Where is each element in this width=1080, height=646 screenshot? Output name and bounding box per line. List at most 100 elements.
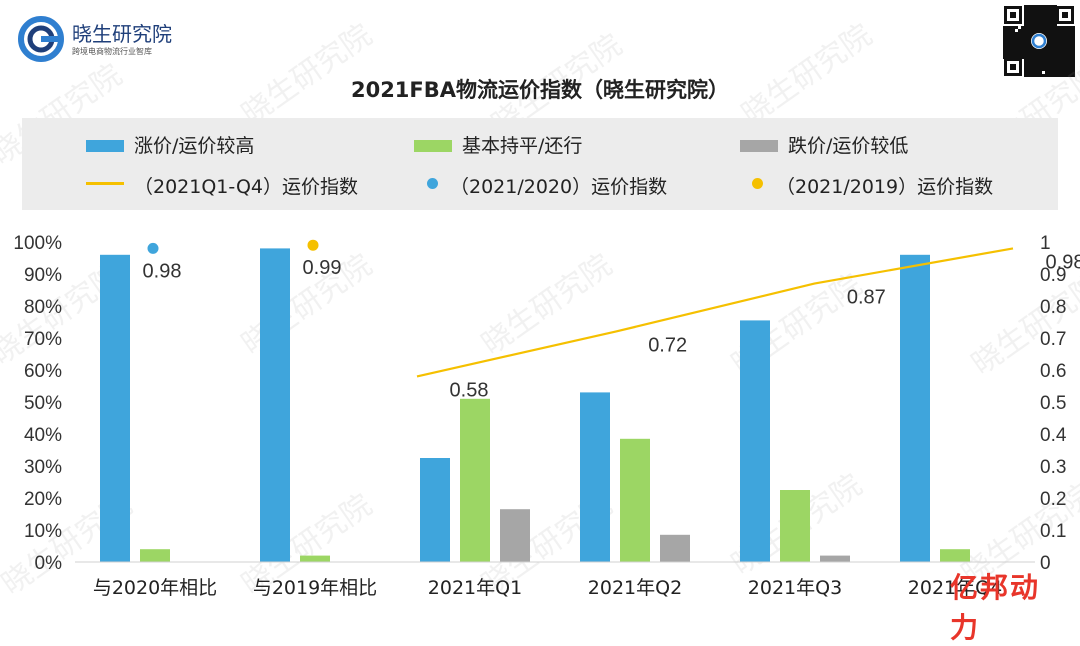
qr-module bbox=[1018, 56, 1021, 59]
qr-module bbox=[1054, 38, 1057, 41]
qr-module bbox=[1072, 32, 1075, 35]
qr-module bbox=[1015, 38, 1018, 41]
qr-module bbox=[1036, 71, 1039, 74]
qr-module bbox=[1060, 41, 1063, 44]
qr-module bbox=[1048, 47, 1051, 50]
qr-module bbox=[1063, 53, 1066, 56]
qr-module bbox=[1045, 59, 1048, 62]
qr-module bbox=[1045, 26, 1048, 29]
legend-label-rise: 涨价/运价较高 bbox=[134, 135, 255, 157]
qr-module bbox=[1012, 35, 1015, 38]
qr-module bbox=[1063, 41, 1066, 44]
y-right-tick-label: 0.1 bbox=[1040, 521, 1066, 542]
qr-module bbox=[1054, 11, 1057, 14]
qr-module bbox=[1054, 14, 1057, 17]
qr-module bbox=[1030, 74, 1033, 77]
line-data-label: 0.58 bbox=[450, 379, 489, 401]
bar bbox=[820, 555, 850, 562]
qr-module bbox=[1024, 32, 1027, 35]
qr-module bbox=[1027, 62, 1030, 65]
bar bbox=[620, 438, 650, 562]
qr-module bbox=[1042, 62, 1045, 65]
qr-module bbox=[1006, 53, 1009, 56]
qr-module bbox=[1069, 62, 1072, 65]
qr-module bbox=[1054, 71, 1057, 74]
qr-module bbox=[1048, 44, 1051, 47]
qr-module bbox=[1054, 53, 1057, 56]
qr-module bbox=[1027, 11, 1030, 14]
qr-module bbox=[1012, 41, 1015, 44]
qr-module bbox=[1027, 20, 1030, 23]
qr-module bbox=[1036, 26, 1039, 29]
qr-module bbox=[1039, 14, 1042, 17]
qr-module bbox=[1042, 59, 1045, 62]
qr-module bbox=[1024, 68, 1027, 71]
bar bbox=[460, 398, 490, 562]
qr-module bbox=[1057, 41, 1060, 44]
qr-module bbox=[1048, 5, 1051, 8]
qr-module bbox=[1024, 35, 1027, 38]
qr-module bbox=[1003, 44, 1006, 47]
qr-module bbox=[1018, 53, 1021, 56]
qr-module bbox=[1051, 41, 1054, 44]
logo-slogan: 跨境电商物流行业智库 bbox=[72, 47, 152, 56]
qr-module bbox=[1063, 68, 1066, 71]
qr-module bbox=[1024, 29, 1027, 32]
qr-module bbox=[1033, 53, 1036, 56]
qr-module bbox=[1027, 71, 1030, 74]
qr-module bbox=[1054, 56, 1057, 59]
qr-module bbox=[1066, 32, 1069, 35]
qr-module bbox=[1024, 44, 1027, 47]
qr-module bbox=[1039, 62, 1042, 65]
qr-module bbox=[1033, 65, 1036, 68]
qr-module bbox=[1048, 20, 1051, 23]
y-right-tick-label: 0.7 bbox=[1040, 329, 1066, 350]
y-left-tick-label: 40% bbox=[24, 425, 62, 446]
y-left-tick-label: 60% bbox=[24, 361, 62, 382]
qr-module bbox=[1066, 35, 1069, 38]
y-left-tick-label: 80% bbox=[24, 297, 62, 318]
bar bbox=[260, 248, 290, 562]
qr-module bbox=[1033, 71, 1036, 74]
qr-module bbox=[1048, 26, 1051, 29]
qr-module bbox=[1009, 41, 1012, 44]
qr-module bbox=[1009, 53, 1012, 56]
qr-module bbox=[1039, 20, 1042, 23]
line-series-path bbox=[416, 247, 1014, 378]
qr-module bbox=[1048, 74, 1051, 77]
qr-module bbox=[1072, 53, 1075, 56]
qr-module bbox=[1045, 65, 1048, 68]
qr-module bbox=[1039, 53, 1042, 56]
qr-module bbox=[1033, 5, 1036, 8]
qr-module bbox=[1069, 50, 1072, 53]
qr-module bbox=[1006, 26, 1009, 29]
y-left-tick-label: 20% bbox=[24, 489, 62, 510]
qr-module bbox=[1012, 50, 1015, 53]
qr-module bbox=[1036, 68, 1039, 71]
qr-module bbox=[1066, 53, 1069, 56]
line-data-label: 0.98 bbox=[1046, 251, 1080, 273]
legend-swatch-blue bbox=[86, 140, 124, 152]
qr-module bbox=[1027, 14, 1030, 17]
qr-finder-core bbox=[1062, 12, 1068, 18]
qr-module bbox=[1015, 53, 1018, 56]
qr-module bbox=[1009, 32, 1012, 35]
qr-module bbox=[1018, 50, 1021, 53]
qr-module bbox=[1054, 65, 1057, 68]
qr-module bbox=[1045, 53, 1048, 56]
qr-module bbox=[1042, 68, 1045, 71]
qr-module bbox=[1039, 59, 1042, 62]
qr-module bbox=[1051, 56, 1054, 59]
bar bbox=[420, 458, 450, 562]
qr-module bbox=[1048, 56, 1051, 59]
qr-module bbox=[1027, 26, 1030, 29]
qr-module bbox=[1054, 74, 1057, 77]
qr-logo-icon bbox=[1031, 33, 1047, 49]
y-left-tick-label: 100% bbox=[13, 233, 62, 254]
qr-module bbox=[1036, 29, 1039, 32]
qr-module bbox=[1057, 50, 1060, 53]
qr-module bbox=[1009, 56, 1012, 59]
qr-module bbox=[1018, 29, 1021, 32]
qr-module bbox=[1039, 17, 1042, 20]
qr-module bbox=[1030, 56, 1033, 59]
